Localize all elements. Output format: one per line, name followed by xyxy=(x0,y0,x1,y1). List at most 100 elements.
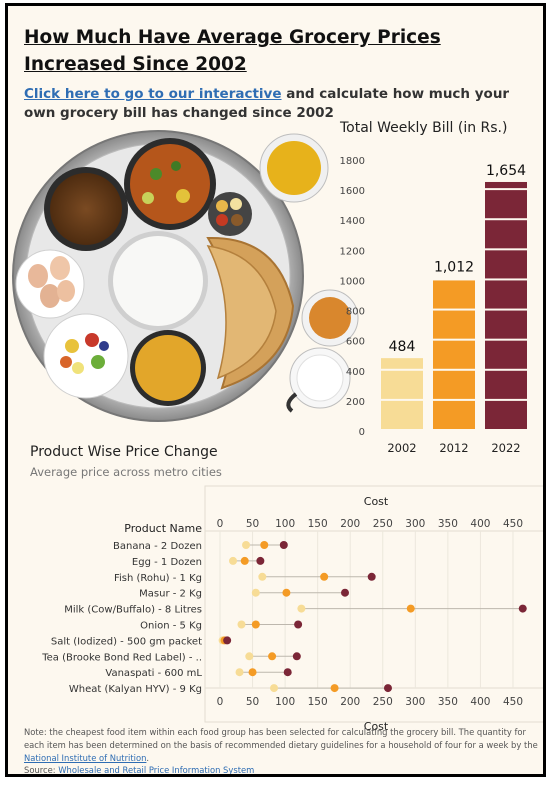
bar-segment xyxy=(485,340,527,369)
bar-y-tick-label: 200 xyxy=(346,397,365,408)
dot-row: Fish (Rohu) - 1 Kg xyxy=(114,572,376,584)
dot-2002 xyxy=(229,556,238,565)
dot-2002 xyxy=(235,668,244,677)
bar-segment xyxy=(433,340,475,369)
bar-y-tick-label: 600 xyxy=(346,337,365,348)
dot-2012 xyxy=(251,620,260,629)
dot-x-tick-label-top: 100 xyxy=(275,518,295,530)
bar-y-tick-label: 400 xyxy=(346,367,365,378)
dot-2022 xyxy=(518,604,527,613)
bar-segment xyxy=(381,400,423,429)
bar-chart-title: Total Weekly Bill (in Rs.) xyxy=(340,120,508,136)
dot-x-tick-label-top: 450 xyxy=(503,518,523,530)
bar-2012 xyxy=(433,280,475,429)
bar-y-tick-label: 0 xyxy=(359,427,365,438)
dot-x-tick-label-bottom: 350 xyxy=(438,696,458,708)
dot-y-axis-title: Product Name xyxy=(124,522,202,535)
bar-segment xyxy=(433,400,475,429)
dot-2002 xyxy=(251,588,260,597)
source-line: Source: Wholesale and Retail Price Infor… xyxy=(24,765,255,775)
dot-x-tick-label-top: 0 xyxy=(217,518,224,530)
dot-row-label: Fish (Rohu) - 1 Kg xyxy=(114,573,202,584)
bar-data-label: 1,654 xyxy=(486,163,526,179)
bar-x-tick-label: 2022 xyxy=(491,441,520,455)
intro-rest: and calculate how much your own grocery … xyxy=(24,86,510,121)
bar-segment xyxy=(485,400,527,429)
dot-row-label: Milk (Cow/Buffalo) - 8 Litres xyxy=(64,605,202,616)
nin-link[interactable]: National Institute of Nutrition xyxy=(24,753,147,763)
dot-chart-title: Product Wise Price Change xyxy=(30,444,218,460)
footnote: Note: the cheapest food item within each… xyxy=(24,727,538,763)
bar-segment xyxy=(381,370,423,399)
dot-x-tick-label-top: 50 xyxy=(246,518,259,530)
dot-2012 xyxy=(282,588,291,597)
dot-2022 xyxy=(367,572,376,581)
dot-row-label: Vanaspati - 600 mL xyxy=(105,668,202,679)
bar-segment xyxy=(433,280,475,309)
bar-2022 xyxy=(485,181,527,429)
dot-x-tick-label-bottom: 450 xyxy=(503,696,523,708)
infographic-frame: How Much Have Average Grocery Prices Inc… xyxy=(5,3,546,777)
dot-row: Banana - 2 Dozen xyxy=(113,541,288,552)
dot-x-tick-label-bottom: 0 xyxy=(217,696,224,708)
dot-row: Masur - 2 Kg xyxy=(139,588,350,600)
dot-x-tick-label-top: 150 xyxy=(308,518,328,530)
dot-2012 xyxy=(330,684,339,693)
dot-row: Onion - 5 Kg xyxy=(140,620,303,632)
dot-plot-chart: Cost Cost Product Name 0 0 50 50 100 100 150 150 20… xyxy=(41,485,543,733)
dot-row-label: Salt (Iodized) - 500 gm packet xyxy=(51,636,202,647)
bar-y-tick-label: 1000 xyxy=(340,276,365,287)
dot-row: Tea (Brooke Bond Red Label) - .. xyxy=(41,652,301,663)
bar-y-tick-label: 1400 xyxy=(340,216,365,227)
dot-row-label: Egg - 1 Dozen xyxy=(132,557,202,568)
footnote-text: Note: the cheapest food item within each… xyxy=(24,727,538,750)
source-link[interactable]: Wholesale and Retail Price Information S… xyxy=(58,765,255,775)
dot-2012 xyxy=(268,652,277,661)
bar-segment xyxy=(485,190,527,219)
bar-x-tick-label: 2012 xyxy=(439,441,468,455)
dot-2022 xyxy=(292,652,301,661)
dot-x-tick-label-bottom: 250 xyxy=(373,696,393,708)
dot-row-label: Masur - 2 Kg xyxy=(139,589,202,600)
dot-row: Wheat (Kalyan HYV) - 9 Kg xyxy=(69,684,392,695)
dot-2002 xyxy=(237,620,246,629)
bar-segment xyxy=(381,358,423,369)
bar-y-tick-label: 1200 xyxy=(340,246,365,257)
intro-text: Click here to go to our interactive and … xyxy=(24,85,534,123)
thali-plate-illustration xyxy=(12,130,359,422)
source-label: Source: xyxy=(24,765,59,775)
dot-x-tick-label-bottom: 150 xyxy=(308,696,328,708)
dot-chart-subtitle: Average price across metro cities xyxy=(30,465,222,479)
dot-2012 xyxy=(320,572,329,581)
dot-x-tick-label-bottom: 50 xyxy=(246,696,259,708)
dot-x-axis-title-bottom: Cost xyxy=(364,720,389,733)
dot-x-tick-label-top: 350 xyxy=(438,518,458,530)
dot-2012 xyxy=(406,604,415,613)
bar-segment xyxy=(485,220,527,249)
dot-row: Egg - 1 Dozen xyxy=(132,556,265,568)
dot-x-tick-label-bottom: 100 xyxy=(275,696,295,708)
dot-2022 xyxy=(341,588,350,597)
dot-row-label: Tea (Brooke Bond Red Label) - .. xyxy=(41,652,202,663)
dot-x-axis-title-top: Cost xyxy=(364,495,389,508)
dot-panel-border xyxy=(204,485,543,723)
dot-row: Salt (Iodized) - 500 gm packet xyxy=(51,636,232,647)
dot-2002 xyxy=(258,572,267,581)
dot-row: Milk (Cow/Buffalo) - 8 Litres xyxy=(64,604,527,616)
bar-segment xyxy=(485,250,527,279)
dot-2002 xyxy=(245,652,254,661)
dot-2022 xyxy=(256,556,265,565)
dot-x-tick-label-bottom: 400 xyxy=(470,696,490,708)
dot-row-label: Onion - 5 Kg xyxy=(140,621,202,632)
bar-y-tick-label: 1600 xyxy=(340,186,365,197)
bar-data-label: 484 xyxy=(389,339,416,355)
dot-2002 xyxy=(242,541,251,549)
bar-y-tick-label: 1800 xyxy=(340,156,365,167)
bar-chart: 0 200 400 600 800 1000 1200 1400 1600 1800 484 2002… xyxy=(340,156,527,455)
dot-2002 xyxy=(270,684,279,693)
interactive-link[interactable]: Click here to go to our interactive xyxy=(24,86,282,102)
bar-segment xyxy=(433,370,475,399)
dot-x-tick-label-top: 300 xyxy=(405,518,425,530)
dot-2022 xyxy=(223,636,232,645)
bar-segment xyxy=(485,181,527,189)
